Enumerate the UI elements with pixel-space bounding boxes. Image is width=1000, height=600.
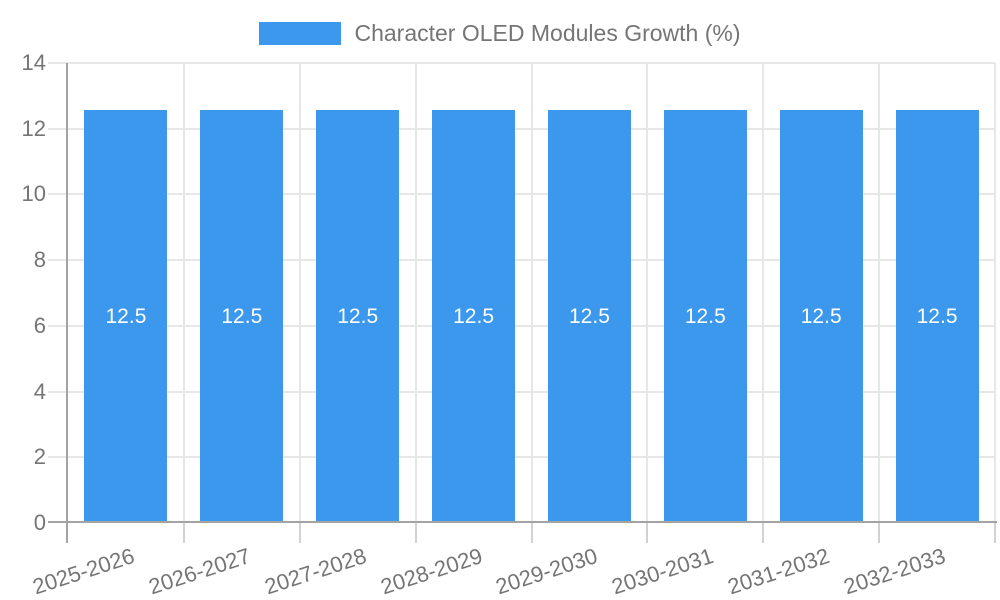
y-axis-tick-label: 10 <box>21 181 46 207</box>
bar[interactable] <box>895 110 979 521</box>
bar-value-label: 12.5 <box>105 304 147 328</box>
gridline-vertical <box>994 63 996 523</box>
y-axis-tick-label: 2 <box>33 444 46 470</box>
y-axis-tick-label: 8 <box>33 247 46 273</box>
x-axis-line <box>48 521 997 523</box>
legend-title: Character OLED Modules Growth (%) <box>354 19 741 46</box>
x-axis-tick <box>762 523 765 543</box>
x-axis-tick <box>530 523 533 543</box>
gridline-horizontal <box>48 456 995 459</box>
y-axis-tick-label: 0 <box>33 510 46 535</box>
bar[interactable] <box>84 110 168 521</box>
bar-value-label: 12.5 <box>221 304 263 328</box>
x-axis-tick <box>646 523 649 543</box>
gridline-vertical <box>414 63 417 523</box>
bar[interactable] <box>200 110 284 521</box>
bar[interactable] <box>316 110 400 521</box>
x-axis-tick <box>878 523 881 543</box>
x-axis-tick <box>994 523 996 543</box>
y-axis-tick-label: 4 <box>33 378 46 404</box>
gridline-horizontal <box>48 259 995 262</box>
gridline-vertical <box>298 63 301 523</box>
bar[interactable] <box>432 110 516 521</box>
y-axis-tick-label: 6 <box>33 312 46 338</box>
x-axis-tick <box>298 523 301 543</box>
bar[interactable] <box>779 110 863 521</box>
bar-value-label: 12.5 <box>684 304 726 328</box>
gridline-vertical <box>530 63 533 523</box>
bar-value-label: 12.5 <box>453 304 494 328</box>
gridline-vertical <box>762 63 765 523</box>
gridline-vertical <box>182 63 185 523</box>
gridline-vertical <box>878 63 881 523</box>
gridline-horizontal <box>48 193 995 196</box>
bar[interactable] <box>547 110 631 521</box>
gridline-horizontal <box>48 62 995 64</box>
plot-area: 12.5 12.5 12.5 12.5 12.5 12.5 12.5 12.5 0 2 4 6 8 10… <box>22 50 997 599</box>
bar-value-label: 12.5 <box>916 304 958 328</box>
y-axis-tick-label: 12 <box>21 115 46 141</box>
bar-value-label: 12.5 <box>337 304 379 328</box>
bar-value-label: 12.5 <box>569 304 610 328</box>
x-axis-tick <box>414 523 417 543</box>
legend[interactable]: Character OLED Modules Growth (%) <box>0 18 1000 48</box>
gridline-vertical <box>646 63 649 523</box>
gridline-horizontal <box>48 324 995 327</box>
y-axis-line <box>66 63 68 543</box>
gridline-horizontal <box>48 127 995 130</box>
gridline-horizontal <box>48 390 995 393</box>
bar-value-label: 12.5 <box>800 304 842 328</box>
x-axis-tick <box>182 523 185 543</box>
legend-swatch[interactable] <box>259 21 342 45</box>
y-axis-tick-label: 14 <box>21 50 46 75</box>
bar[interactable] <box>663 110 747 521</box>
